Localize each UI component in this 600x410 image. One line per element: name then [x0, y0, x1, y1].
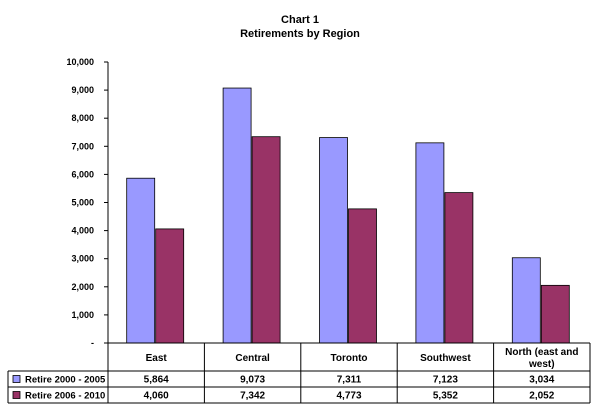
- bar-retire-2006-2010-0: [155, 228, 185, 344]
- bar-retire-2000-2005-3: [415, 142, 445, 344]
- bar-retire-2000-2005-0: [126, 177, 156, 344]
- y-tick-label: -: [91, 338, 94, 348]
- data-value-label: 5,352: [433, 391, 458, 402]
- chart-subtitle: Retirements by Region: [240, 28, 360, 40]
- y-tick-label: 2,000: [71, 282, 94, 292]
- x-category-label: Central: [235, 353, 270, 364]
- x-category-label: Southwest: [420, 353, 471, 364]
- y-tick-label: 1,000: [71, 310, 94, 320]
- y-tick-label: 3,000: [71, 254, 94, 264]
- data-value-label: 7,123: [433, 375, 458, 386]
- legend-key-retire-2000-2005: [12, 375, 21, 383]
- x-category-label: west): [528, 359, 555, 370]
- x-category-label: North (east and: [505, 347, 578, 358]
- y-tick-label: 5,000: [71, 198, 94, 208]
- x-category-label: Toronto: [330, 353, 367, 364]
- y-tick-label: 6,000: [71, 169, 94, 179]
- plot-area: - 1,000 2,000 3,000 4,000 5,000 6,000 7,000 8,00…: [7, 57, 591, 404]
- bar-retire-2006-2010-3: [444, 192, 474, 344]
- bar-retire-2006-2010-1: [251, 136, 281, 344]
- y-tick-label: 9,000: [71, 85, 94, 95]
- data-value-label: 7,342: [240, 391, 265, 402]
- bar-retire-2000-2005-1: [222, 87, 252, 344]
- x-category-label: East: [146, 353, 168, 364]
- legend-key-retire-2006-2010: [12, 391, 21, 399]
- data-value-label: 4,060: [144, 391, 169, 402]
- data-value-label: 7,311: [337, 375, 362, 386]
- bar-retire-2000-2005-2: [319, 137, 348, 344]
- data-value-label: 2,052: [529, 391, 554, 402]
- legend-label: Retire 2006 - 2010: [25, 391, 105, 402]
- data-value-label: 9,073: [240, 375, 265, 386]
- y-tick-label: 8,000: [71, 113, 94, 123]
- data-value-label: 4,773: [336, 391, 361, 402]
- data-value-label: 5,864: [144, 375, 169, 386]
- legend-label: Retire 2000 - 2005: [25, 375, 106, 386]
- y-tick-label: 10,000: [66, 57, 94, 67]
- data-value-label: 3,034: [529, 375, 554, 386]
- bar-retire-2006-2010-2: [348, 208, 377, 344]
- chart-title: Chart 1: [281, 14, 319, 26]
- y-tick-label: 7,000: [71, 141, 94, 151]
- bar-retire-2000-2005-4: [511, 257, 541, 344]
- bar-retire-2006-2010-4: [540, 284, 570, 344]
- y-tick-label: 4,000: [71, 226, 94, 236]
